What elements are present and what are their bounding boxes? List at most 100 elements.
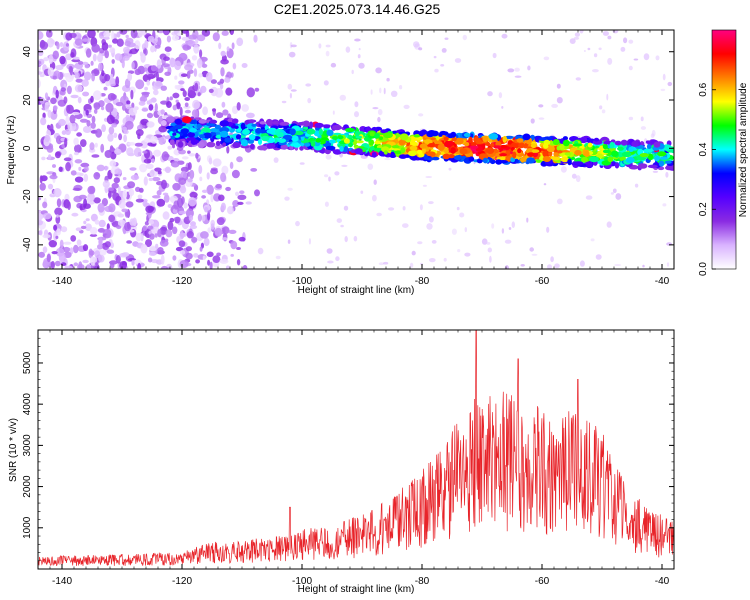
heatmap-cell <box>303 126 309 130</box>
heatmap-cell <box>221 101 226 108</box>
heatmap-cell <box>408 150 417 157</box>
heatmap-cell <box>172 182 181 191</box>
heatmap-cell <box>463 141 470 147</box>
heatmap-cell <box>215 112 224 119</box>
heatmap-ticks: -140 -120 -100 -80 -60 -40 -40 -20 0 20 40 <box>22 30 675 287</box>
heatmap-y-axis-label: Frequency (Hz) <box>6 116 17 185</box>
heatmap-cell <box>504 239 512 244</box>
heatmap-cell <box>468 136 473 144</box>
heatmap-cell <box>339 145 344 152</box>
heatmap-cell <box>146 73 155 80</box>
heatmap-cell <box>609 141 615 149</box>
x-tick-label: -140 <box>52 276 72 287</box>
heatmap-cell <box>309 121 314 129</box>
heatmap-cell <box>351 69 354 75</box>
heatmap-cell <box>353 235 358 242</box>
heatmap-cell <box>280 144 288 150</box>
heatmap-cell <box>101 42 109 51</box>
heatmap-cell <box>134 142 143 147</box>
heatmap-cell <box>103 31 111 38</box>
heatmap-cell <box>231 118 239 124</box>
heatmap-cell <box>499 153 507 157</box>
heatmap-cell <box>134 40 141 50</box>
heatmap-cell <box>76 132 82 137</box>
heatmap-cell <box>511 221 515 228</box>
heatmap-cell <box>54 260 61 267</box>
heatmap-cell <box>498 160 508 164</box>
heatmap-cell <box>438 133 443 137</box>
heatmap-cell <box>193 68 198 77</box>
heatmap-cell <box>187 132 196 138</box>
heatmap-cell <box>197 142 204 147</box>
heatmap-cell <box>579 30 584 34</box>
heatmap-cell <box>542 156 552 162</box>
heatmap-cell <box>91 43 100 53</box>
heatmap-cell <box>63 241 72 245</box>
heatmap-cell <box>153 80 163 89</box>
heatmap-cell <box>50 261 55 269</box>
heatmap-cell <box>380 129 389 134</box>
heatmap-cell <box>169 126 176 133</box>
heatmap-cell <box>182 116 192 124</box>
heatmap-cell <box>658 160 665 167</box>
heatmap-cell <box>46 30 53 38</box>
heatmap-cell <box>164 166 171 174</box>
heatmap-cell <box>44 102 49 112</box>
heatmap-cell <box>42 112 46 119</box>
heatmap-cell <box>482 157 488 164</box>
heatmap-cell <box>55 135 63 145</box>
heatmap-cell <box>105 102 114 113</box>
heatmap-cell <box>595 254 602 260</box>
heatmap-cell <box>182 44 190 51</box>
heatmap-cell <box>388 207 395 211</box>
heatmap-cell <box>92 53 97 62</box>
heatmap-cell <box>200 231 209 239</box>
heatmap-cell <box>209 261 213 269</box>
heatmap-cell <box>341 164 348 167</box>
heatmap-cell <box>86 120 91 127</box>
heatmap-cell <box>91 73 95 82</box>
heatmap-cell <box>85 109 89 116</box>
heatmap-cell <box>137 194 143 199</box>
heatmap-cell <box>222 237 228 241</box>
heatmap-cell <box>257 138 263 145</box>
heatmap-cell <box>185 252 193 260</box>
heatmap-cell <box>113 132 118 138</box>
heatmap-cell <box>391 145 400 149</box>
heatmap-cell <box>162 211 170 220</box>
heatmap-cell <box>340 224 344 228</box>
heatmap-cell <box>628 146 634 152</box>
heatmap-cell <box>183 202 188 209</box>
heatmap-cell <box>150 97 157 103</box>
heatmap-cell <box>221 30 229 36</box>
heatmap-cell <box>403 104 410 109</box>
heatmap-cell <box>409 262 414 268</box>
heatmap-cell <box>251 123 257 127</box>
y-tick-label: -40 <box>22 237 33 252</box>
heatmap-cell <box>324 201 329 207</box>
heatmap-cell <box>328 176 331 182</box>
heatmap-cell <box>156 59 162 69</box>
heatmap-cell <box>152 176 161 182</box>
heatmap-cell <box>104 241 111 248</box>
heatmap-cell <box>658 156 669 160</box>
heatmap-cell <box>111 30 115 41</box>
heatmap-cell <box>214 227 223 237</box>
heatmap-cell <box>140 53 146 63</box>
heatmap-cell <box>228 229 237 234</box>
heatmap-cell <box>168 116 175 123</box>
heatmap-cell <box>508 227 512 230</box>
heatmap-cell <box>579 260 585 267</box>
heatmap-cell <box>287 83 293 90</box>
heatmap-cell <box>370 89 373 95</box>
heatmap-cell <box>80 139 87 148</box>
heatmap-cell <box>70 52 75 58</box>
heatmap-cell <box>264 124 269 130</box>
heatmap-cell <box>124 78 131 89</box>
heatmap-cell <box>196 34 206 42</box>
heatmap-cell <box>172 92 180 99</box>
heatmap-cell <box>574 149 582 156</box>
heatmap-cell <box>74 144 82 154</box>
heatmap-cell <box>125 34 129 39</box>
heatmap-cell <box>526 157 535 164</box>
